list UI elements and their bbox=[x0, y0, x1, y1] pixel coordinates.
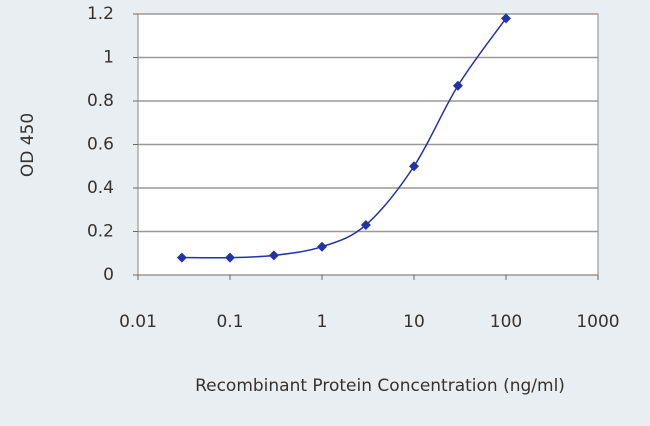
data-point bbox=[225, 252, 235, 263]
data-point bbox=[268, 250, 279, 261]
data-point bbox=[501, 13, 511, 24]
x-tick-label: 0.01 bbox=[119, 312, 157, 332]
x-tick-label: 100 bbox=[490, 312, 522, 332]
data-point bbox=[452, 80, 463, 91]
y-tick-label: 1 bbox=[103, 48, 114, 68]
y-tick-label: 0.6 bbox=[87, 135, 114, 155]
y-tick-label: 1.2 bbox=[87, 4, 114, 24]
y-tick-label: 0 bbox=[103, 265, 114, 285]
y-tick-label: 0.4 bbox=[87, 178, 114, 198]
x-tick-label: 1000 bbox=[576, 312, 619, 332]
x-axis-label: Recombinant Protein Concentration (ng/ml… bbox=[195, 376, 565, 396]
data-point bbox=[176, 252, 187, 263]
x-tick-label: 0.1 bbox=[216, 312, 243, 332]
y-axis-label: OD 450 bbox=[18, 113, 38, 177]
data-point bbox=[409, 161, 419, 172]
data-point bbox=[317, 241, 327, 252]
y-tick-label: 0.2 bbox=[87, 222, 114, 242]
data-point bbox=[360, 219, 371, 230]
x-tick-label: 10 bbox=[403, 312, 425, 332]
x-tick-label: 1 bbox=[317, 312, 328, 332]
y-tick-label: 0.8 bbox=[87, 91, 114, 111]
